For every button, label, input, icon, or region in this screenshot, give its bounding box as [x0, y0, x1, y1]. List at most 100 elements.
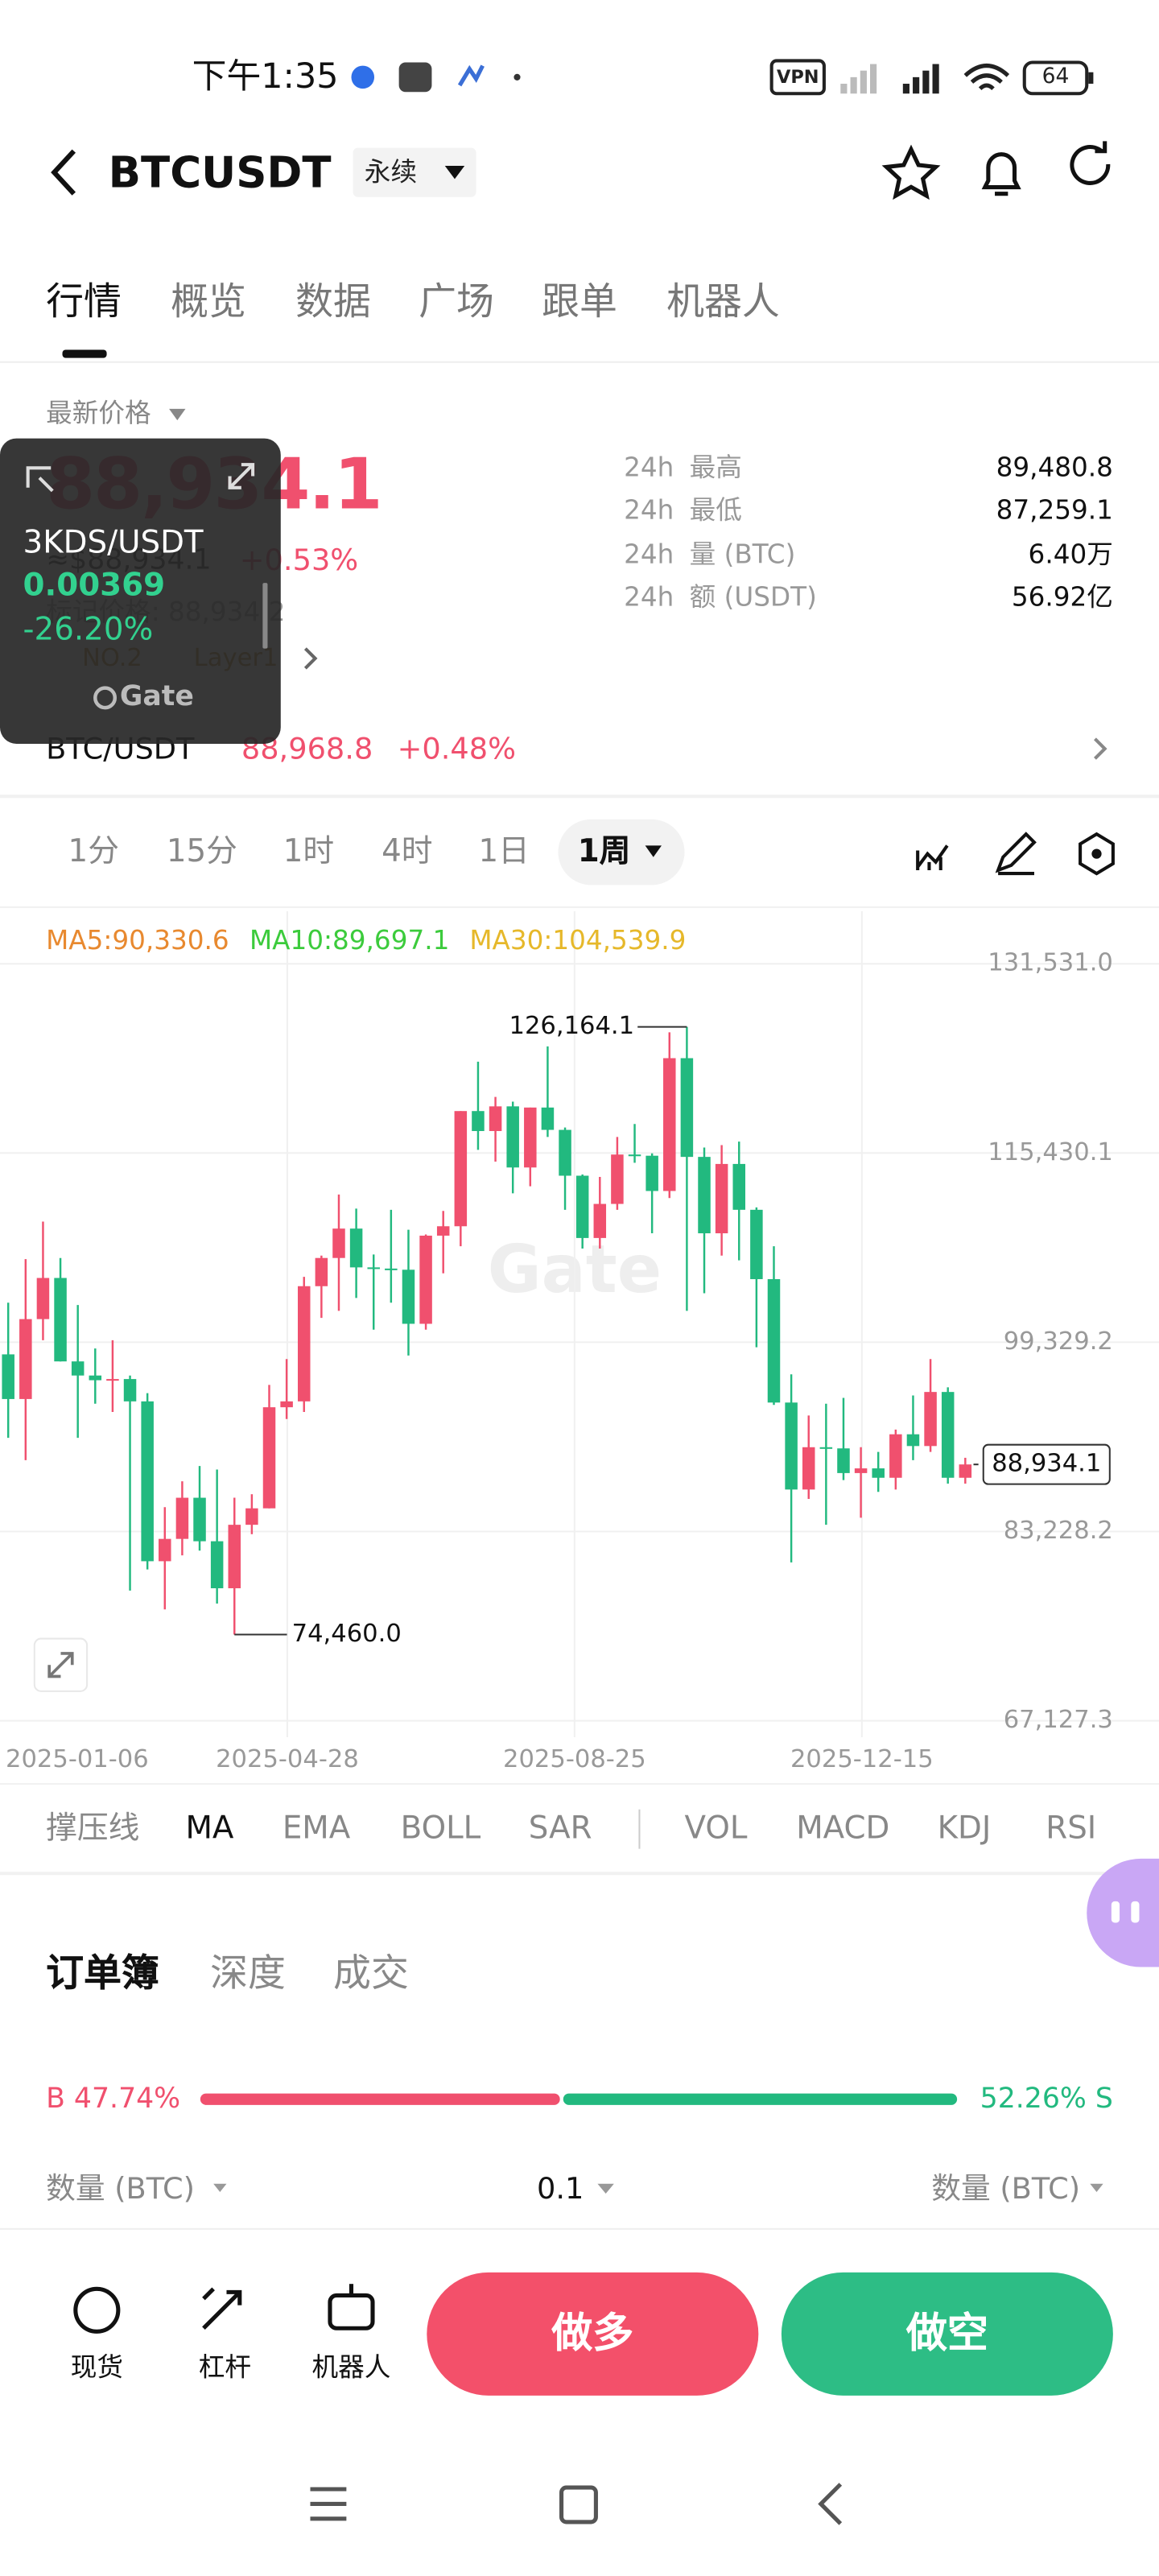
contract-badge[interactable] — [353, 147, 476, 197]
chevron[interactable] — [303, 647, 318, 670]
price-label: 最新价格 — [46, 397, 151, 429]
indicator-tab[interactable]: BOLL — [400, 1810, 481, 1847]
favorite-icon[interactable] — [881, 144, 941, 200]
signal-icon — [902, 64, 939, 94]
qty-header[interactable]: 数量 (BTC) — [46, 2172, 195, 2207]
overlay-icon[interactable] — [26, 466, 54, 493]
share-icon[interactable] — [1070, 141, 1111, 185]
short-button[interactable] — [781, 2272, 1113, 2396]
candle-body — [628, 1154, 641, 1157]
interval-pill[interactable] — [558, 819, 685, 886]
tab[interactable]: 跟单 — [542, 281, 617, 324]
interval[interactable]: 1日 — [478, 833, 530, 869]
bottom-item[interactable]: 机器人 — [311, 2351, 391, 2383]
settings-icon-dot — [1091, 848, 1102, 859]
qty-header[interactable]: 数量 (BTC) — [931, 2172, 1081, 2207]
overlay-scroll — [262, 583, 268, 649]
tab[interactable]: 行情 — [46, 281, 122, 324]
floating-ticker[interactable]: 3KDS/USDT 0.00369 -26.20% Gate — [0, 438, 281, 744]
dropdown-caret — [645, 845, 662, 857]
margin-icon[interactable] — [202, 2287, 242, 2330]
status-icon — [457, 64, 485, 87]
candle-body — [506, 1106, 519, 1168]
interval[interactable]: 1时 — [283, 833, 335, 869]
tab[interactable]: 广场 — [419, 281, 494, 324]
wifi-icon — [963, 64, 1010, 91]
indicator-tab[interactable]: MACD — [796, 1810, 890, 1847]
tab[interactable]: 机器人 — [666, 281, 780, 324]
bottom-item[interactable]: 现货 — [70, 2351, 123, 2383]
candle-body — [141, 1401, 154, 1562]
orderbook-tab[interactable]: 订单簿 — [46, 1953, 159, 1996]
candle-body — [19, 1319, 32, 1399]
long-label[interactable]: 做多 — [551, 2309, 634, 2357]
candle-body — [767, 1278, 781, 1403]
bottom-item[interactable]: 杠杆 — [198, 2351, 252, 2383]
x-tick-label: 2025-04-28 — [216, 1745, 359, 1773]
short-label[interactable]: 做空 — [905, 2309, 988, 2357]
candle-body — [419, 1235, 432, 1324]
nav-home[interactable] — [559, 2485, 598, 2524]
candle-body — [611, 1154, 624, 1204]
overlay-brand: Gate — [119, 680, 194, 714]
alert-icon[interactable] — [981, 152, 1021, 196]
contract-type[interactable]: 永续 — [364, 155, 418, 188]
assistant-bubble[interactable] — [1087, 1858, 1159, 1967]
candle-body — [785, 1402, 798, 1490]
interval[interactable]: 1分 — [68, 833, 119, 869]
long-button[interactable] — [427, 2272, 759, 2396]
draw-icon[interactable] — [995, 832, 1037, 876]
candle-body — [663, 1058, 676, 1191]
settings-icon[interactable] — [1079, 832, 1115, 876]
orderbook-tab[interactable]: 成交 — [333, 1953, 409, 1996]
indicator-icon[interactable] — [916, 844, 949, 871]
candle-body — [750, 1209, 763, 1279]
x-tick-label: 2025-01-06 — [6, 1745, 149, 1773]
candle-body — [402, 1269, 415, 1324]
assistant-eye — [1131, 1901, 1140, 1923]
price-step[interactable]: 0.1 — [536, 2172, 584, 2207]
interval[interactable]: 4时 — [382, 833, 433, 869]
x-tick-label: 2025-12-15 — [790, 1745, 934, 1773]
candle-body — [385, 1268, 398, 1270]
indicator-tab[interactable]: VOL — [684, 1810, 748, 1847]
nav-back[interactable] — [818, 2483, 843, 2525]
orderbook-tab[interactable]: 深度 — [210, 1953, 286, 1996]
candle-body — [454, 1111, 468, 1227]
indicator-tab[interactable]: KDJ — [937, 1810, 992, 1847]
candle-body — [332, 1228, 345, 1258]
indicator-tab[interactable]: EMA — [282, 1810, 351, 1847]
interval[interactable]: 15分 — [166, 833, 237, 869]
back-icon[interactable] — [51, 149, 76, 196]
candle-body — [159, 1538, 171, 1562]
sell-ratio: 52.26% S — [980, 2083, 1113, 2116]
candle-body — [2, 1354, 14, 1399]
indicator-tab[interactable]: SAR — [528, 1810, 592, 1847]
spot-icon[interactable] — [73, 2286, 121, 2334]
interval[interactable]: 1周 — [577, 833, 631, 869]
tab[interactable]: 数据 — [295, 281, 371, 324]
candle-body — [802, 1447, 815, 1490]
candle-body — [906, 1434, 920, 1447]
high-label: 126,164.1 — [509, 1012, 634, 1040]
candle-body — [245, 1508, 258, 1525]
stat-name: 最低 — [689, 494, 742, 526]
candle-body — [837, 1448, 850, 1473]
ma-legend: MA30:104,539.9 — [469, 924, 687, 956]
candle-body — [698, 1157, 711, 1234]
stat-name: 额 (USDT) — [689, 581, 817, 613]
chevron[interactable] — [1094, 737, 1107, 760]
indicator-tab[interactable]: RSI — [1046, 1810, 1097, 1847]
overlay-icon[interactable] — [228, 463, 255, 489]
nav-menu[interactable] — [310, 2487, 347, 2521]
assistant-eye — [1111, 1901, 1120, 1923]
status-time: 下午1:35 — [192, 56, 339, 97]
overlay-change: -26.20% — [23, 611, 154, 648]
stat-value: 56.92亿 — [1011, 581, 1113, 613]
indicator-tab[interactable]: 撑压线 — [46, 1810, 140, 1847]
ma-legend: MA5:90,330.6 — [46, 924, 229, 956]
divider — [0, 1872, 1159, 1876]
indicator-tab[interactable]: MA — [185, 1810, 234, 1847]
tab[interactable]: 概览 — [171, 281, 246, 324]
